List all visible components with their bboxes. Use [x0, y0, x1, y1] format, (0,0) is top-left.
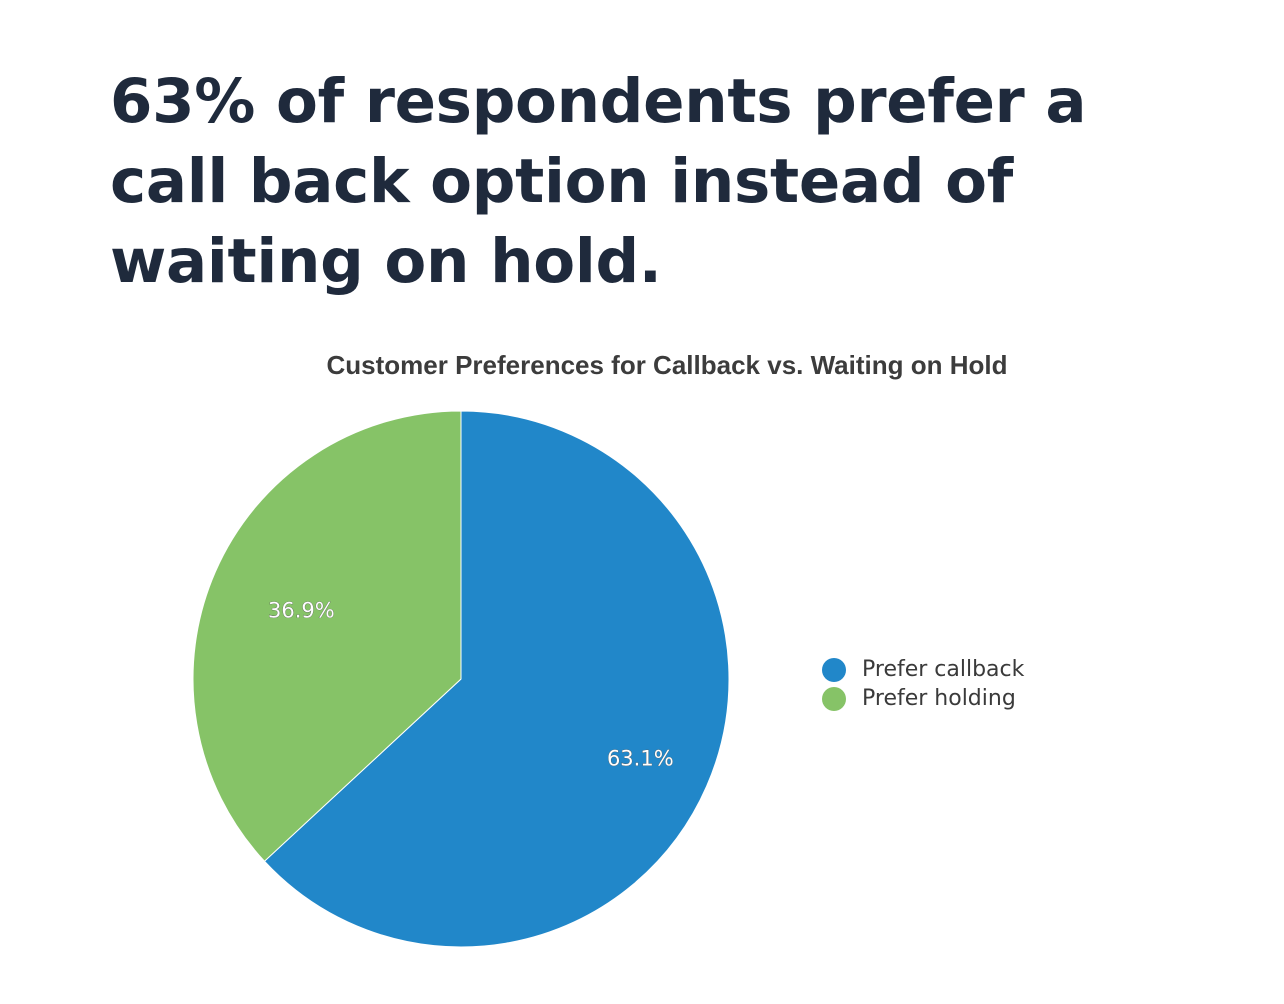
legend-swatch-callback	[822, 657, 846, 682]
legend-item-callback: Prefer callback	[822, 655, 1024, 684]
legend-label-holding: Prefer holding	[862, 686, 1016, 711]
chart-title: Customer Preferences for Callback vs. Wa…	[326, 350, 1008, 380]
pie-slice-callback	[263, 410, 730, 948]
pie-slice-holding	[192, 410, 462, 862]
pie-label-callback: 63.1%	[607, 746, 674, 770]
pie-label-holding: 36.9%	[268, 598, 335, 622]
legend-label-callback: Prefer callback	[862, 657, 1025, 682]
headline: 63% of respondents prefer a call back op…	[110, 66, 1087, 297]
legend-item-holding: Prefer holding	[822, 684, 1024, 713]
legend-swatch-holding	[822, 686, 846, 711]
chart-legend: Prefer callback Prefer holding	[822, 655, 1024, 713]
